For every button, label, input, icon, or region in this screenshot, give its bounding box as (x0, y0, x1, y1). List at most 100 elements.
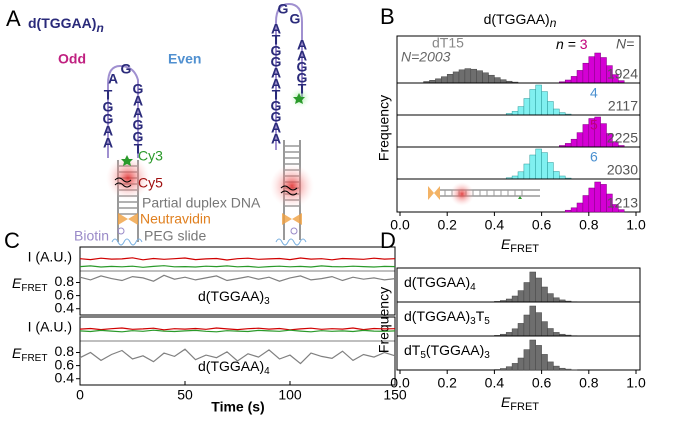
histogram-bar (517, 357, 525, 371)
histogram-bar (576, 70, 584, 84)
y-tick-label: 0.6 (55, 356, 75, 372)
base-letter: A (271, 120, 281, 136)
cy5-glow (106, 156, 150, 200)
histogram-bar (458, 69, 466, 84)
y-tick-label: 0.4 (55, 299, 75, 315)
base-letter: A (133, 105, 143, 121)
x-axis-label: Time (s) (211, 399, 264, 415)
base-letter: G (271, 109, 282, 125)
efret-label: EFRET (12, 275, 47, 294)
x-tick-label: 0.0 (390, 217, 410, 233)
cy3-label: Cy3 (138, 148, 163, 164)
histogram-bar (500, 368, 507, 371)
histogram-bar (505, 366, 513, 371)
histogram-bar (570, 76, 578, 84)
histogram-bar (600, 184, 607, 213)
histogram-bar (553, 297, 560, 303)
histogram-bar (588, 56, 595, 84)
histogram-bar (523, 349, 531, 371)
peg-label: PEG slide (144, 228, 206, 244)
histogram-bar (488, 74, 495, 84)
row-label: d(TGGAA)3T5 (404, 308, 490, 327)
base-letter: G (297, 59, 308, 75)
diagram-title: d(TGGAA)n (28, 15, 104, 35)
histogram-bar (441, 76, 448, 84)
biotin-label: Biotin (74, 228, 109, 244)
histogram-bar (464, 68, 472, 84)
histogram-bar (559, 367, 566, 371)
histogram-bar (576, 202, 584, 213)
base-letter: G (271, 98, 282, 114)
histogram-bar (547, 361, 554, 371)
base-letter: A (271, 65, 281, 81)
subscript: 4 (264, 366, 270, 377)
base-letter: A (103, 135, 113, 151)
chart-title: d(TGGAA)n (484, 11, 557, 30)
label-text: dT (404, 342, 421, 358)
histogram-bar (600, 123, 607, 148)
histogram-bar (435, 78, 442, 84)
panel-letter: A (6, 6, 21, 31)
histogram-bar (523, 282, 531, 303)
count-header: N= (616, 36, 634, 52)
backbone (275, 2, 303, 150)
series-label: n = 3 (556, 36, 588, 52)
base-letter: A (297, 48, 307, 64)
base-letter: T (272, 32, 281, 48)
y-tick-label: 0.8 (55, 273, 75, 289)
base-letter: A (271, 131, 281, 147)
trace-line (79, 274, 396, 282)
histogram-bar (588, 187, 595, 213)
histogram-bar (553, 171, 560, 180)
histogram-bar (452, 71, 460, 84)
panel-letter: B (380, 4, 395, 29)
axis-label-main: E (501, 236, 511, 252)
label-text: d(TGGAA) (404, 274, 470, 290)
title-text: d(TGGAA) (484, 11, 550, 27)
trace-frame (79, 246, 396, 316)
x-tick-label: 100 (278, 387, 302, 403)
histogram-bar (470, 68, 477, 84)
base-letter: G (133, 129, 144, 145)
count-label: 2030 (607, 162, 638, 178)
base-letter: A (271, 21, 281, 37)
intensity-label: I (A.U.) (28, 249, 72, 265)
histogram-bar (535, 312, 542, 337)
axis-label-sub: FRET (21, 283, 47, 294)
axis-label-main: E (501, 394, 511, 410)
histogram-bar (446, 74, 454, 84)
label-text: T (476, 308, 485, 324)
title-text: d(TGGAA) (28, 15, 96, 31)
trace-line (79, 329, 396, 333)
row-label: d(TGGAA)4 (404, 274, 476, 293)
linker (114, 177, 132, 188)
x-tick-label: 0.4 (485, 217, 505, 233)
histogram-bar (553, 108, 560, 116)
histogram-bar (523, 163, 531, 180)
count-label: 2225 (607, 130, 638, 146)
row-label: dT5(TGGAA)3 (404, 342, 490, 361)
label-text: d(TGGAA) (198, 288, 264, 304)
histogram-bar (582, 195, 590, 213)
base-letter: G (121, 61, 132, 77)
base-letter: G (290, 11, 301, 27)
x-tick-label: 1.0 (626, 217, 646, 233)
base-letter: G (103, 111, 114, 127)
y-axis-label: Frequency (376, 287, 392, 353)
histogram-bar (494, 369, 501, 371)
x-tick-label: 0.2 (437, 217, 457, 233)
duplex-label: Partial duplex DNA (142, 195, 261, 211)
trace-line (79, 265, 396, 268)
title-sub: n (550, 16, 557, 30)
trace-frame (79, 316, 396, 386)
cy3-star (293, 93, 305, 104)
series-label: dT15 (432, 35, 464, 51)
subscript: 3 (484, 350, 490, 361)
trace-label: d(TGGAA)4 (198, 358, 270, 377)
histogram-bar (523, 98, 531, 116)
histogram-bar (541, 91, 548, 116)
base-letter: T (298, 81, 307, 97)
histogram-bar (535, 148, 542, 180)
base-letter: G (297, 70, 308, 86)
